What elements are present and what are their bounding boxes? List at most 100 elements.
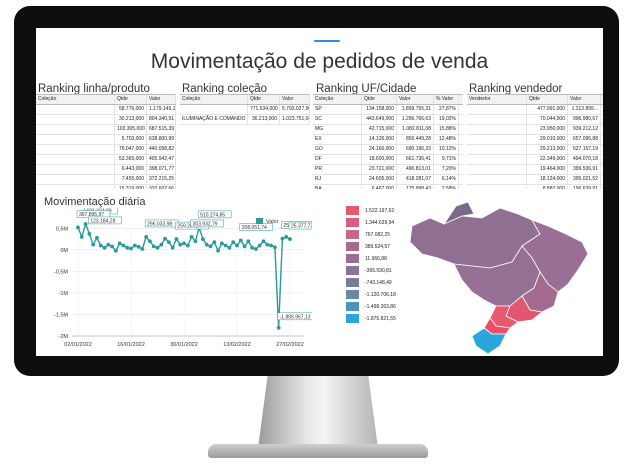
data-point[interactable]	[208, 244, 213, 249]
data-point[interactable]	[174, 237, 179, 241]
data-point[interactable]	[235, 243, 239, 248]
data-point[interactable]	[254, 247, 258, 251]
table-row[interactable]: MG 42.715,000 1.082.811,08 15,88%	[313, 125, 463, 135]
table-row[interactable]: 477.991,000 1.313.899...	[467, 105, 603, 115]
data-point[interactable]	[125, 245, 130, 250]
table-row[interactable]: 6.443,000 398.071,77	[36, 165, 176, 175]
data-point[interactable]	[284, 235, 289, 239]
daily-line-chart[interactable]: 0,5M 0M -0,5M -1M -1,5M -2M 02/01/2022 16/01/20…	[36, 208, 312, 356]
column-header[interactable]: Coleção	[180, 95, 248, 104]
table-row[interactable]: 771.534,000 5.793.027,90	[180, 105, 310, 115]
column-header[interactable]: Valor	[568, 95, 601, 104]
column-header[interactable]: Coleção	[36, 95, 115, 104]
data-point[interactable]	[113, 248, 118, 253]
data-point[interactable]	[193, 239, 198, 244]
data-point[interactable]	[121, 243, 126, 248]
data-point[interactable]	[136, 244, 141, 249]
table-row[interactable]: BA 6.467,000 175.998,43 2,58%	[313, 185, 463, 189]
table-row[interactable]: EX 14.126,000 850.449,28 12,48%	[313, 135, 463, 145]
data-point[interactable]	[117, 241, 122, 246]
data-point[interactable]	[83, 222, 88, 226]
table-row[interactable]: 8.882,000 196.639,91	[467, 185, 603, 189]
column-header[interactable]: Qtde	[248, 95, 280, 104]
data-point[interactable]	[79, 235, 84, 239]
table-row[interactable]: 29.213,000 627.157,19	[467, 145, 603, 155]
data-point[interactable]	[132, 243, 137, 248]
data-point[interactable]	[163, 236, 167, 241]
data-point[interactable]	[151, 244, 156, 249]
data-point[interactable]	[242, 244, 247, 249]
data-point[interactable]	[212, 240, 217, 244]
column-header[interactable]: Valor	[280, 95, 310, 104]
brazil-map[interactable]	[372, 196, 603, 356]
table-row[interactable]: 76.047,000 440.058,82	[36, 145, 176, 155]
data-point[interactable]	[216, 248, 220, 253]
data-point[interactable]	[231, 240, 236, 244]
table-row[interactable]: 53.365,000 405.942,47	[36, 155, 176, 165]
table-row[interactable]: 5.703,000 638.800,99	[36, 135, 176, 145]
data-point[interactable]	[272, 245, 277, 250]
table-row[interactable]: RJ 24.605,000 418.281,07 6,14%	[313, 175, 463, 185]
column-header[interactable]: Coleção	[313, 95, 362, 104]
data-point[interactable]	[269, 243, 273, 248]
map-region-rio-grande-do-sul[interactable]	[471, 327, 507, 355]
table-row[interactable]: 58.776,000 1.179.149,15	[36, 105, 176, 115]
column-header[interactable]: Qtde	[362, 95, 397, 104]
data-point[interactable]	[288, 237, 292, 241]
table-row[interactable]: SC 443.649,000 1.296.766,63 19,02%	[313, 115, 463, 125]
table-row[interactable]: 19.464,000 399.536,91	[467, 165, 603, 175]
table-row[interactable]: 23.950,000 939.212,12	[467, 125, 603, 135]
table-vendedor[interactable]: Vendedor Qtde Valor 477.991,000 1.313.899...…	[467, 94, 603, 189]
table-row[interactable]: PR 23.721,000 490.813,01 7,20%	[313, 165, 463, 175]
data-point[interactable]	[148, 239, 152, 244]
table-row[interactable]: GO 24.166,000 690.196,33 10,12%	[313, 145, 463, 155]
data-point[interactable]	[276, 325, 281, 330]
table-colecao[interactable]: Coleção Qtde Valor 771.534,000 5.793.027,90 I…	[180, 94, 310, 189]
data-point[interactable]	[110, 244, 114, 249]
data-point[interactable]	[106, 242, 111, 247]
map-region-roraima[interactable]	[442, 201, 475, 225]
data-point[interactable]	[250, 245, 255, 250]
data-point[interactable]	[261, 239, 266, 244]
data-point[interactable]	[178, 242, 183, 247]
data-point[interactable]	[95, 235, 99, 240]
data-point[interactable]	[223, 243, 228, 248]
column-header[interactable]: % Valor	[434, 95, 459, 104]
data-point[interactable]	[129, 246, 133, 251]
table-linha-produto[interactable]: Coleção Qtde Valor 58.776,000 1.179.149,15 30…	[36, 94, 176, 189]
table-row[interactable]: 7.455,000 372.215,25	[36, 175, 176, 185]
data-point[interactable]	[201, 237, 205, 241]
data-point[interactable]	[189, 235, 194, 239]
data-point[interactable]	[219, 241, 224, 246]
table-uf-cidade[interactable]: Coleção Qtde Valor% Valor SP 134.158,000 1.89…	[313, 94, 463, 189]
data-point[interactable]	[98, 243, 103, 248]
data-point[interactable]	[170, 245, 175, 250]
data-point[interactable]	[91, 242, 96, 247]
table-row[interactable]: DF 18.600,000 661.736,41 9,71%	[313, 155, 463, 165]
data-point[interactable]	[182, 241, 186, 246]
column-header[interactable]: Qtde	[527, 95, 568, 104]
data-point[interactable]	[155, 245, 160, 250]
data-point[interactable]	[144, 235, 149, 239]
table-row[interactable]: 15.319,000 332.602,66	[36, 185, 176, 189]
data-point[interactable]	[166, 240, 171, 244]
data-point[interactable]	[265, 242, 270, 247]
column-header[interactable]: Valor	[147, 95, 176, 104]
table-row[interactable]: 103.305,000 687.515,39	[36, 125, 176, 135]
table-row[interactable]: 18.124,000 395.021,52	[467, 175, 603, 185]
table-row[interactable]: ILUMINAÇÃO E COMANDO 36.213,000 1.023.751,…	[180, 115, 310, 125]
data-point[interactable]	[238, 238, 243, 243]
table-row[interactable]: SP 134.158,000 1.899.755,31 27,87%	[313, 105, 463, 115]
data-point[interactable]	[227, 245, 232, 250]
data-point[interactable]	[246, 239, 251, 244]
column-header[interactable]: Qtde	[115, 95, 147, 104]
column-header[interactable]: Vendedor	[467, 95, 527, 104]
data-point[interactable]	[87, 232, 92, 236]
table-row[interactable]: 22.349,000 494.070,18	[467, 155, 603, 165]
data-point[interactable]	[257, 243, 262, 248]
data-point[interactable]	[280, 236, 285, 241]
data-point[interactable]	[102, 245, 107, 250]
data-point[interactable]	[76, 225, 80, 230]
table-row[interactable]: 29.010,000 657.095,88	[467, 135, 603, 145]
data-point[interactable]	[185, 243, 190, 248]
